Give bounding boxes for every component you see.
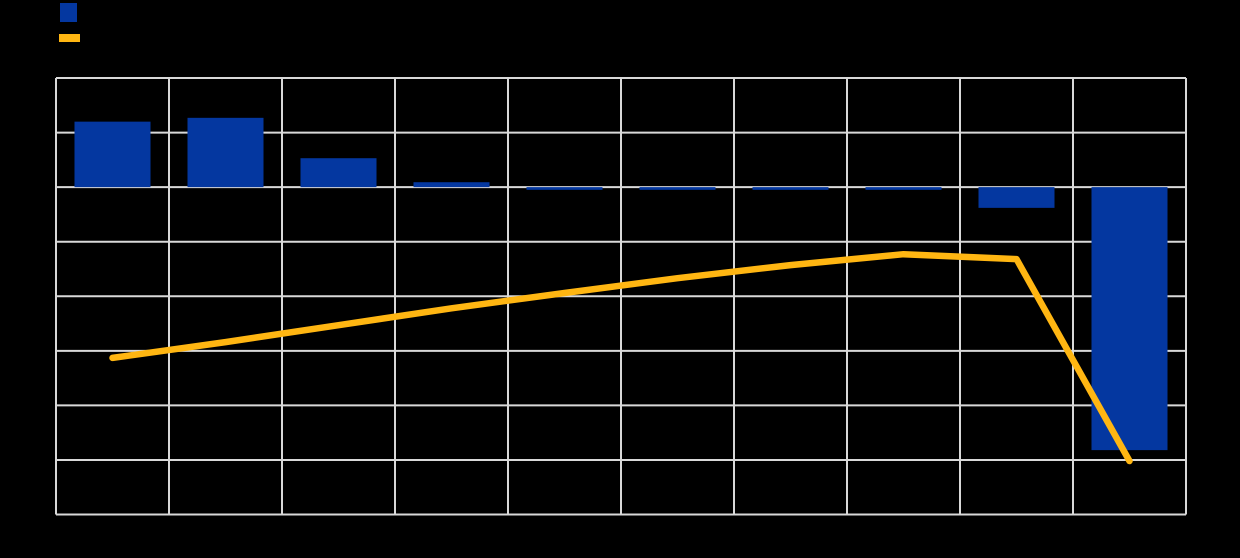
gridlines xyxy=(55,77,1187,516)
bar xyxy=(413,182,490,188)
line-path xyxy=(109,250,1133,465)
line-series-swatch-icon xyxy=(59,34,80,42)
legend-item-bar-series xyxy=(60,3,85,22)
bar xyxy=(187,117,264,188)
bar-series xyxy=(74,117,1168,451)
legend-item-line-series xyxy=(59,34,88,42)
bar xyxy=(74,121,151,188)
bar xyxy=(978,187,1055,208)
bar xyxy=(752,187,829,190)
bar xyxy=(300,158,377,188)
bar-series-swatch-icon xyxy=(60,3,77,22)
bar xyxy=(639,187,716,190)
bar xyxy=(865,187,942,190)
legend xyxy=(0,0,400,60)
bar xyxy=(526,187,603,190)
line-series xyxy=(109,250,1133,465)
bar xyxy=(1091,187,1168,451)
